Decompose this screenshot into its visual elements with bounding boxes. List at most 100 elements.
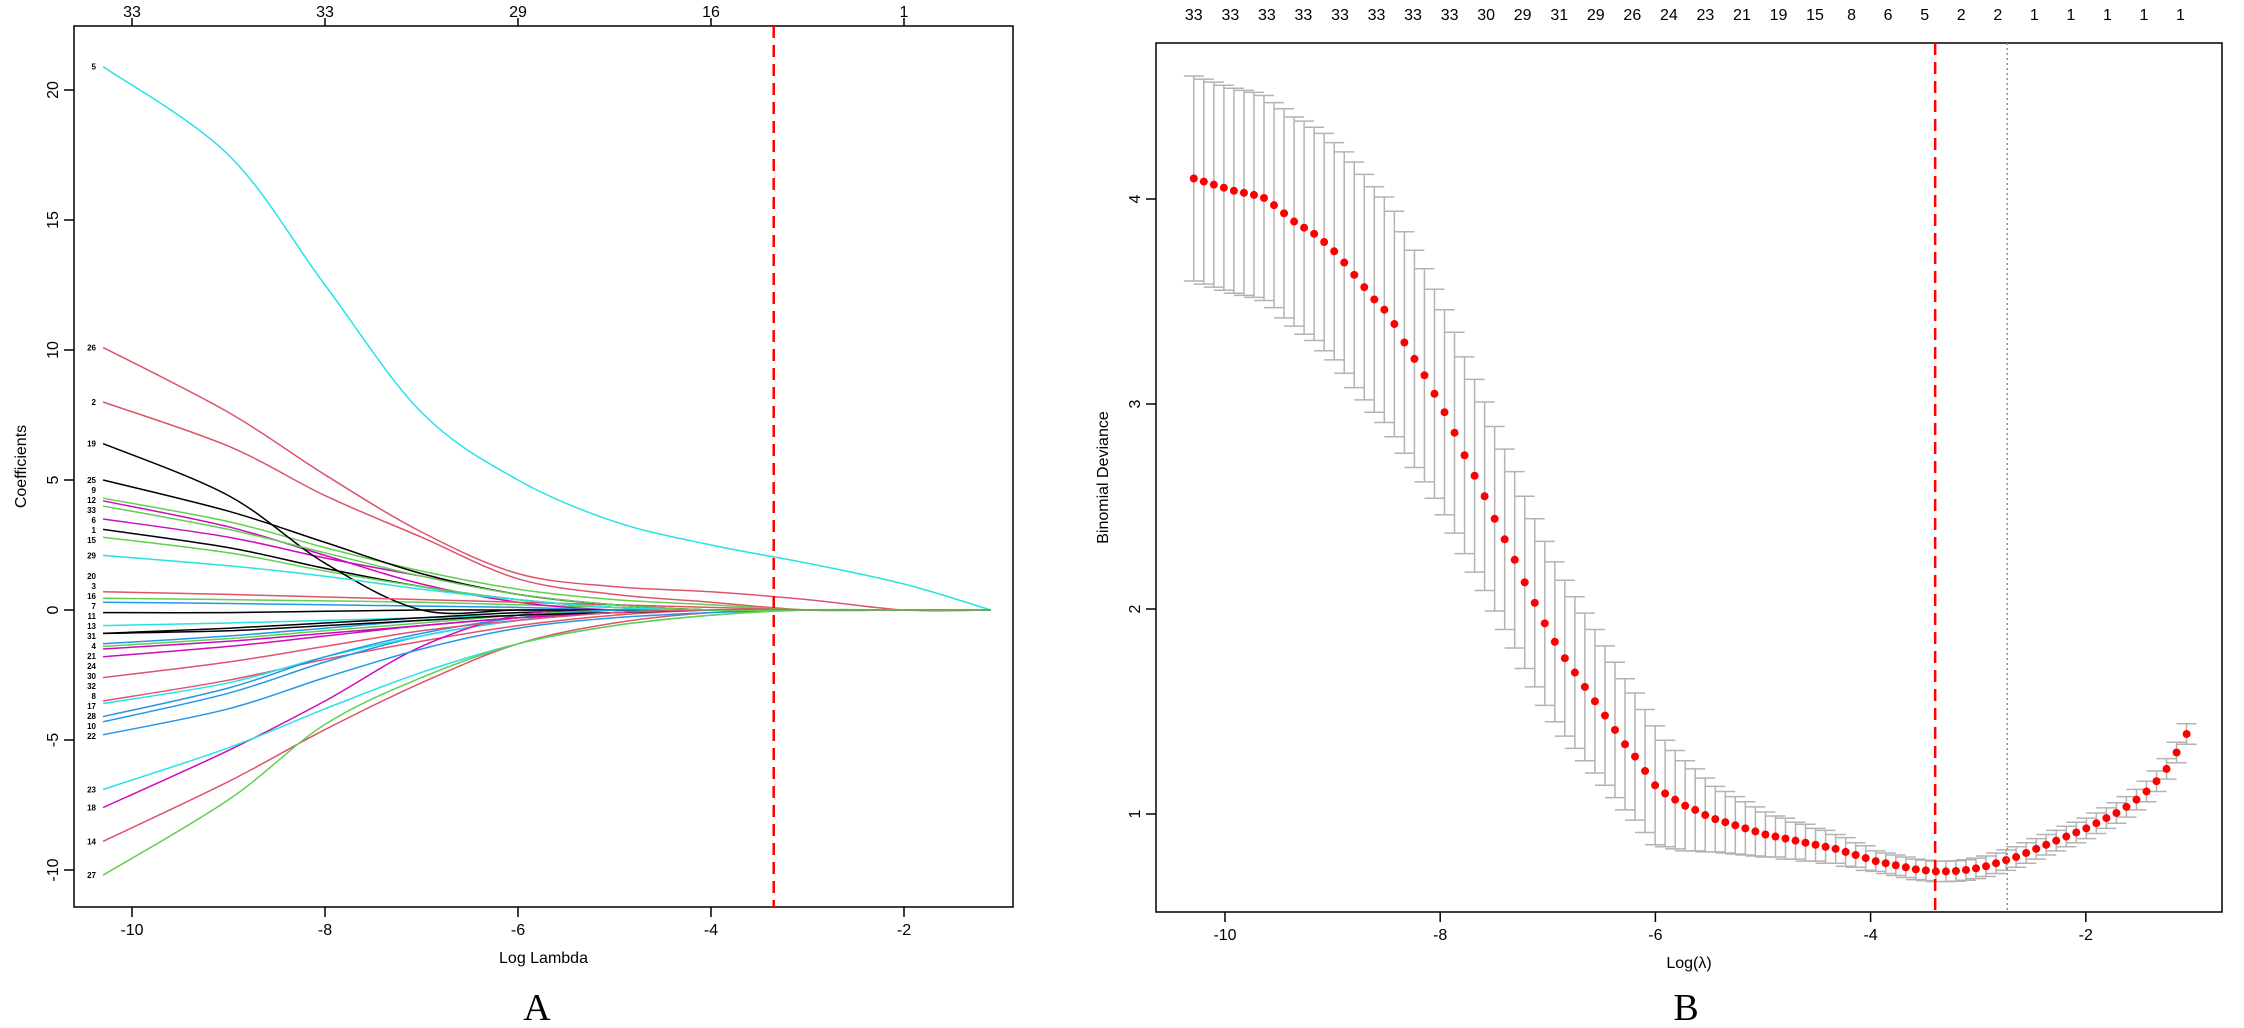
top-axis-label: 1 (900, 4, 909, 21)
x-axis-title: Log Lambda (499, 950, 588, 967)
deviance-point (1941, 867, 1950, 876)
y-tick-label: 2 (1127, 604, 1144, 613)
deviance-point (1440, 408, 1449, 417)
deviance-point (1721, 818, 1730, 827)
deviance-point (1911, 865, 1920, 874)
coefficient-path-33 (102, 505, 991, 612)
deviance-point (1280, 209, 1289, 218)
variable-label: 6 (92, 516, 97, 525)
deviance-point (1741, 824, 1750, 833)
variable-label: 8 (92, 692, 97, 701)
deviance-point (1631, 752, 1640, 761)
deviance-point (1821, 842, 1830, 851)
deviance-point (2182, 730, 2191, 739)
variable-label: 2 (92, 398, 97, 407)
deviance-point (1540, 619, 1549, 628)
deviance-point (2072, 828, 2081, 837)
x-tick-label: -6 (511, 922, 525, 939)
x-tick-label: -8 (318, 922, 332, 939)
deviance-point (1570, 668, 1579, 677)
top-axis-label: 33 (1368, 7, 1386, 24)
coefficient-path-27 (102, 608, 991, 876)
deviance-point (1972, 864, 1981, 873)
deviance-point (1249, 190, 1258, 199)
top-axis-label: 5 (1920, 7, 1929, 24)
plot-frame (73, 25, 1014, 908)
top-axis-label: 33 (1221, 7, 1239, 24)
y-tick-label: 10 (45, 341, 62, 359)
top-axis-label: 29 (1514, 7, 1532, 24)
variable-label: 15 (87, 536, 96, 545)
deviance-point (1701, 811, 1710, 820)
deviance-point (1711, 815, 1720, 824)
deviance-point (1580, 682, 1589, 691)
deviance-point (1871, 857, 1880, 866)
deviance-point (1189, 174, 1198, 183)
coefficient-path-26 (102, 346, 991, 612)
top-axis-label: 33 (1331, 7, 1349, 24)
deviance-point (1420, 371, 1429, 380)
deviance-point (1811, 840, 1820, 849)
variable-label: 17 (87, 702, 96, 711)
variable-label: 10 (87, 722, 96, 731)
top-axis-label: 1 (2139, 7, 2148, 24)
deviance-point (1219, 183, 1228, 192)
variable-label: 11 (88, 612, 97, 621)
deviance-point (1751, 827, 1760, 836)
x-tick-label: -6 (1648, 927, 1662, 944)
variable-label: 26 (87, 343, 96, 352)
deviance-point (1560, 654, 1569, 663)
deviance-point (1791, 836, 1800, 845)
deviance-point (2122, 802, 2131, 811)
plot-frame (1155, 42, 2223, 913)
deviance-point (1490, 514, 1499, 523)
deviance-point (1510, 555, 1519, 564)
top-axis-label: 8 (1847, 7, 1856, 24)
variable-label: 16 (87, 592, 96, 601)
deviance-point (1209, 180, 1218, 189)
y-axis-title: Binomial Deviance (1095, 411, 1112, 544)
deviance-point (1520, 578, 1529, 587)
deviance-point (1270, 201, 1279, 210)
deviance-point (1801, 838, 1810, 847)
variable-label: 3 (92, 582, 97, 591)
deviance-point (1841, 847, 1850, 856)
top-axis-label: 1 (2176, 7, 2185, 24)
variable-label: 18 (87, 804, 96, 813)
deviance-point (1500, 535, 1509, 544)
deviance-point (1641, 766, 1650, 775)
variable-label: 32 (87, 682, 96, 691)
deviance-point (1360, 283, 1369, 292)
deviance-point (1610, 725, 1619, 734)
deviance-point (1460, 451, 1469, 460)
deviance-point (1891, 861, 1900, 870)
y-tick-label: 3 (1127, 399, 1144, 408)
deviance-point (2112, 808, 2121, 817)
variable-label: 7 (92, 602, 97, 611)
variable-label: 12 (87, 496, 96, 505)
deviance-point (1310, 229, 1319, 238)
x-axis-title: Log(λ) (1666, 955, 1711, 972)
deviance-point (1530, 598, 1539, 607)
variable-label: 20 (87, 572, 96, 581)
variable-label: 22 (87, 732, 96, 741)
deviance-point (2042, 840, 2051, 849)
deviance-point (1861, 854, 1870, 863)
deviance-point (1229, 186, 1238, 195)
top-axis-label: 29 (509, 4, 527, 21)
deviance-point (2152, 777, 2161, 786)
variable-label: 29 (87, 551, 96, 560)
y-tick-label: 0 (45, 605, 62, 614)
deviance-point (1410, 354, 1419, 363)
deviance-point (1450, 428, 1459, 437)
variable-label: 19 (87, 440, 96, 449)
deviance-point (2092, 819, 2101, 828)
deviance-point (1731, 821, 1740, 830)
deviance-point (1550, 637, 1559, 646)
variable-label: 21 (87, 652, 96, 661)
coefficient-paths (102, 65, 992, 876)
top-axis-label: 30 (1477, 7, 1495, 24)
deviance-point (1921, 866, 1930, 875)
x-tick-label: -4 (704, 922, 718, 939)
